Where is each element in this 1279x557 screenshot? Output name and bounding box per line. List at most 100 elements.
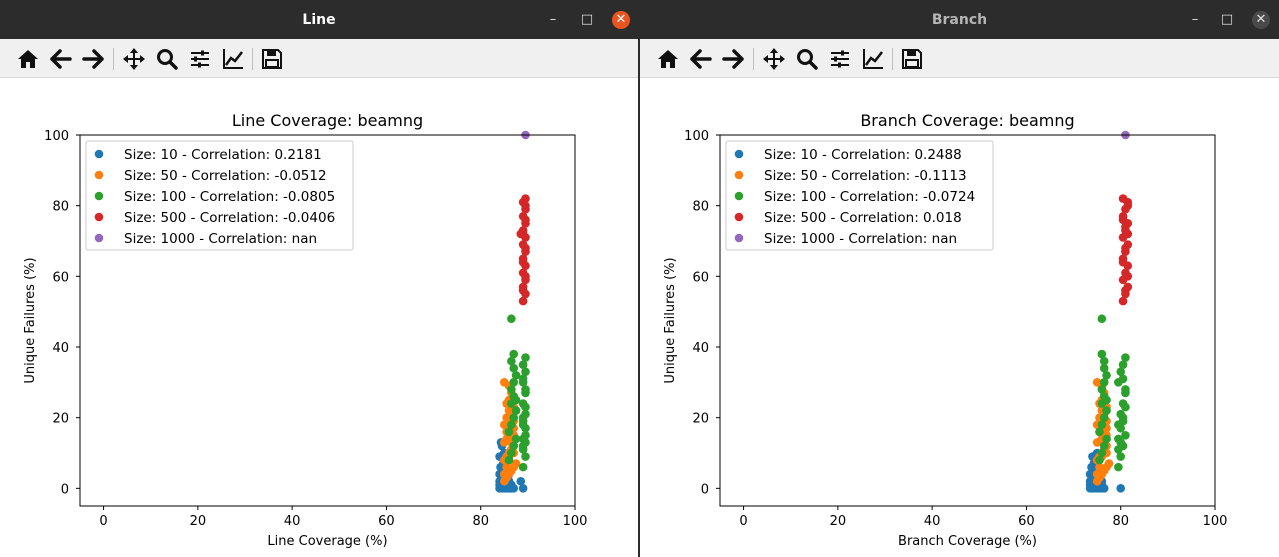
pan-button[interactable] bbox=[761, 46, 787, 72]
configure-subplots-button[interactable] bbox=[187, 46, 213, 72]
data-point bbox=[1123, 201, 1133, 210]
y-tick-label: 60 bbox=[692, 270, 709, 285]
data-point bbox=[521, 452, 530, 461]
data-point bbox=[1099, 413, 1109, 422]
legend-marker bbox=[734, 191, 744, 201]
data-point bbox=[1118, 374, 1128, 384]
branch-window: Branch – □ ✕ Branch Coverage: beamng Bran… bbox=[640, 0, 1279, 557]
data-point bbox=[1118, 416, 1128, 426]
save-button[interactable] bbox=[259, 46, 285, 72]
x-tick-label: 80 bbox=[1112, 514, 1129, 529]
data-point bbox=[511, 434, 521, 444]
y-axis-label: Unique Failures (%) bbox=[23, 257, 38, 383]
close-button[interactable]: ✕ bbox=[1252, 11, 1270, 29]
data-point bbox=[1118, 215, 1128, 225]
data-point bbox=[499, 469, 509, 479]
save-button[interactable] bbox=[899, 46, 925, 72]
branch-coverage-chart: Branch Coverage: beamng Branch Coverage (… bbox=[663, 111, 1227, 549]
maximize-icon: □ bbox=[580, 12, 594, 27]
data-point bbox=[1104, 459, 1114, 468]
home-button[interactable] bbox=[15, 46, 41, 72]
data-point bbox=[509, 363, 519, 373]
data-point bbox=[518, 445, 528, 454]
data-point bbox=[507, 385, 516, 394]
data-point bbox=[1102, 370, 1111, 380]
data-point bbox=[1123, 229, 1133, 239]
line-coverage-chart: Line Coverage: beamng Line Coverage (%) Un… bbox=[23, 111, 587, 549]
legend-box bbox=[725, 140, 994, 251]
data-point bbox=[511, 370, 521, 380]
data-point bbox=[1121, 353, 1130, 362]
edit-axis-icon bbox=[863, 49, 883, 69]
x-tick-label: 60 bbox=[378, 514, 395, 529]
edit-axis-button[interactable] bbox=[220, 46, 246, 72]
legend-box bbox=[85, 140, 354, 251]
series-3 bbox=[516, 194, 530, 306]
data-point bbox=[1097, 448, 1107, 458]
home-button[interactable] bbox=[655, 46, 681, 72]
edit-axis-icon bbox=[223, 49, 243, 69]
forward-icon bbox=[82, 49, 104, 69]
series-3 bbox=[1118, 194, 1133, 306]
data-point bbox=[509, 378, 519, 387]
zoom-button[interactable] bbox=[154, 46, 180, 72]
data-point bbox=[518, 296, 528, 306]
data-point bbox=[1114, 462, 1123, 472]
forward-button[interactable] bbox=[80, 46, 106, 72]
data-point bbox=[1123, 272, 1133, 281]
zoom-icon bbox=[157, 49, 178, 70]
data-point bbox=[507, 484, 516, 493]
data-point bbox=[1102, 395, 1111, 405]
chart-title: Line Coverage: beamng bbox=[232, 111, 423, 130]
data-point bbox=[504, 455, 514, 465]
y-tick-label: 100 bbox=[684, 129, 709, 144]
y-tick-label: 40 bbox=[692, 341, 709, 356]
y-tick-label: 40 bbox=[52, 341, 69, 356]
back-button[interactable] bbox=[688, 46, 714, 72]
y-tick-label: 100 bbox=[44, 129, 69, 144]
save-icon bbox=[902, 49, 922, 69]
data-point bbox=[521, 243, 530, 253]
line-window: Line – □ ✕ Line Coverage: beamng Line Cov… bbox=[0, 0, 638, 557]
maximize-button[interactable]: □ bbox=[577, 10, 597, 30]
data-point bbox=[502, 462, 511, 472]
data-point bbox=[1099, 356, 1109, 366]
legend-entry: Size: 100 - Correlation: -0.0805 bbox=[124, 189, 335, 205]
x-axis-label: Line Coverage (%) bbox=[267, 534, 387, 549]
data-point bbox=[521, 438, 530, 447]
data-point bbox=[521, 215, 530, 225]
x-tick-label: 20 bbox=[190, 514, 207, 529]
back-icon bbox=[690, 49, 712, 69]
data-point bbox=[504, 427, 514, 437]
zoom-button[interactable] bbox=[794, 46, 820, 72]
toolbar-separator bbox=[892, 48, 893, 70]
window-titlebar[interactable]: Line – □ ✕ bbox=[0, 0, 638, 39]
y-tick-label: 20 bbox=[52, 412, 69, 427]
close-button[interactable]: ✕ bbox=[612, 11, 630, 29]
edit-axis-button[interactable] bbox=[860, 46, 886, 72]
data-point bbox=[511, 459, 521, 468]
window-titlebar[interactable]: Branch – □ ✕ bbox=[640, 0, 1279, 39]
plot-area bbox=[1085, 130, 1133, 493]
data-point bbox=[1102, 434, 1111, 444]
data-point bbox=[1095, 455, 1104, 465]
data-point bbox=[1116, 452, 1126, 461]
configure-subplots-button[interactable] bbox=[827, 46, 853, 72]
minimize-button[interactable]: – bbox=[543, 10, 563, 30]
maximize-button[interactable]: □ bbox=[1217, 10, 1237, 30]
back-button[interactable] bbox=[48, 46, 74, 72]
forward-button[interactable] bbox=[720, 46, 746, 72]
pan-button[interactable] bbox=[121, 46, 147, 72]
data-point bbox=[516, 229, 526, 239]
data-point bbox=[1116, 367, 1126, 377]
data-point bbox=[1121, 402, 1130, 412]
toolbar-separator bbox=[252, 48, 253, 70]
x-axis-label: Branch Coverage (%) bbox=[898, 534, 1037, 549]
legend-entry: Size: 50 - Correlation: -0.1113 bbox=[764, 168, 967, 184]
data-point bbox=[1118, 194, 1128, 203]
data-point bbox=[1097, 420, 1107, 430]
minimize-button[interactable]: – bbox=[1185, 10, 1205, 30]
data-point bbox=[1099, 378, 1109, 387]
configure-subplots-icon bbox=[831, 50, 849, 68]
x-tick-label: 40 bbox=[924, 514, 941, 529]
